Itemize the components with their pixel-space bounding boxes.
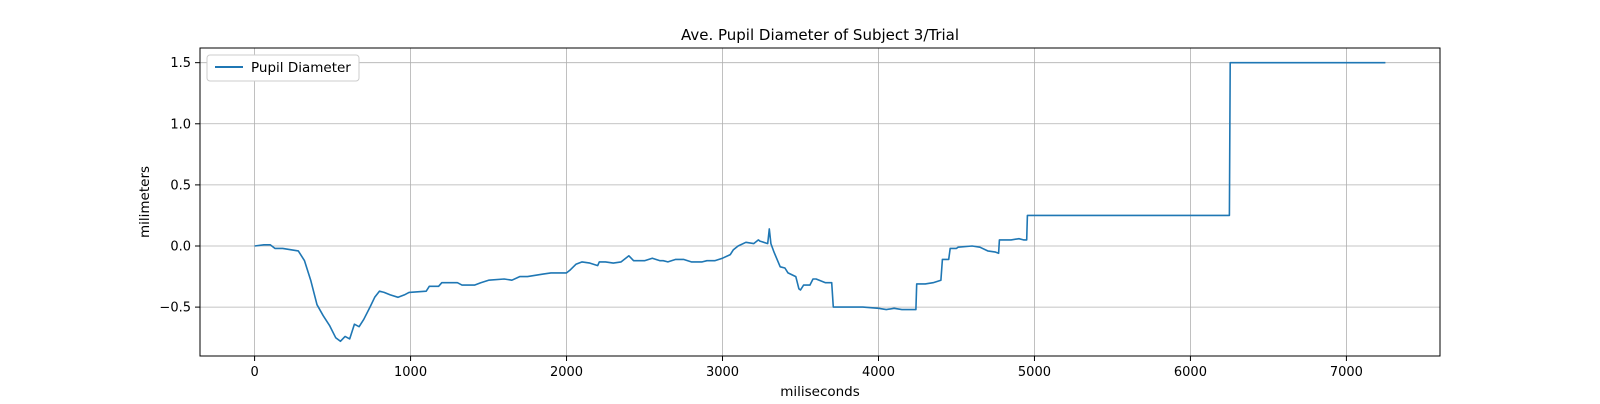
- x-tick-label: 0: [250, 365, 258, 380]
- x-tick-label: 1000: [394, 365, 427, 380]
- x-axis-label: miliseconds: [780, 384, 860, 400]
- y-tick-label: 1.5: [170, 56, 191, 71]
- x-tick-label: 2000: [550, 365, 583, 380]
- plot-background: [200, 48, 1440, 356]
- y-tick-label: −0.5: [159, 301, 191, 316]
- legend-label: Pupil Diameter: [251, 60, 351, 76]
- y-tick-label: 0.5: [170, 178, 191, 193]
- y-tick-label: 1.0: [170, 117, 191, 132]
- x-tick-label: 7000: [1330, 365, 1363, 380]
- x-tick-label: 3000: [706, 365, 739, 380]
- x-tick-label: 5000: [1018, 365, 1051, 380]
- chart-title: Ave. Pupil Diameter of Subject 3/Trial: [681, 26, 959, 44]
- x-tick-label: 6000: [1174, 365, 1207, 380]
- y-axis-label: milimeters: [137, 166, 153, 238]
- y-tick-label: 0.0: [170, 240, 191, 255]
- x-tick-label: 4000: [862, 365, 895, 380]
- legend: Pupil Diameter: [207, 55, 359, 81]
